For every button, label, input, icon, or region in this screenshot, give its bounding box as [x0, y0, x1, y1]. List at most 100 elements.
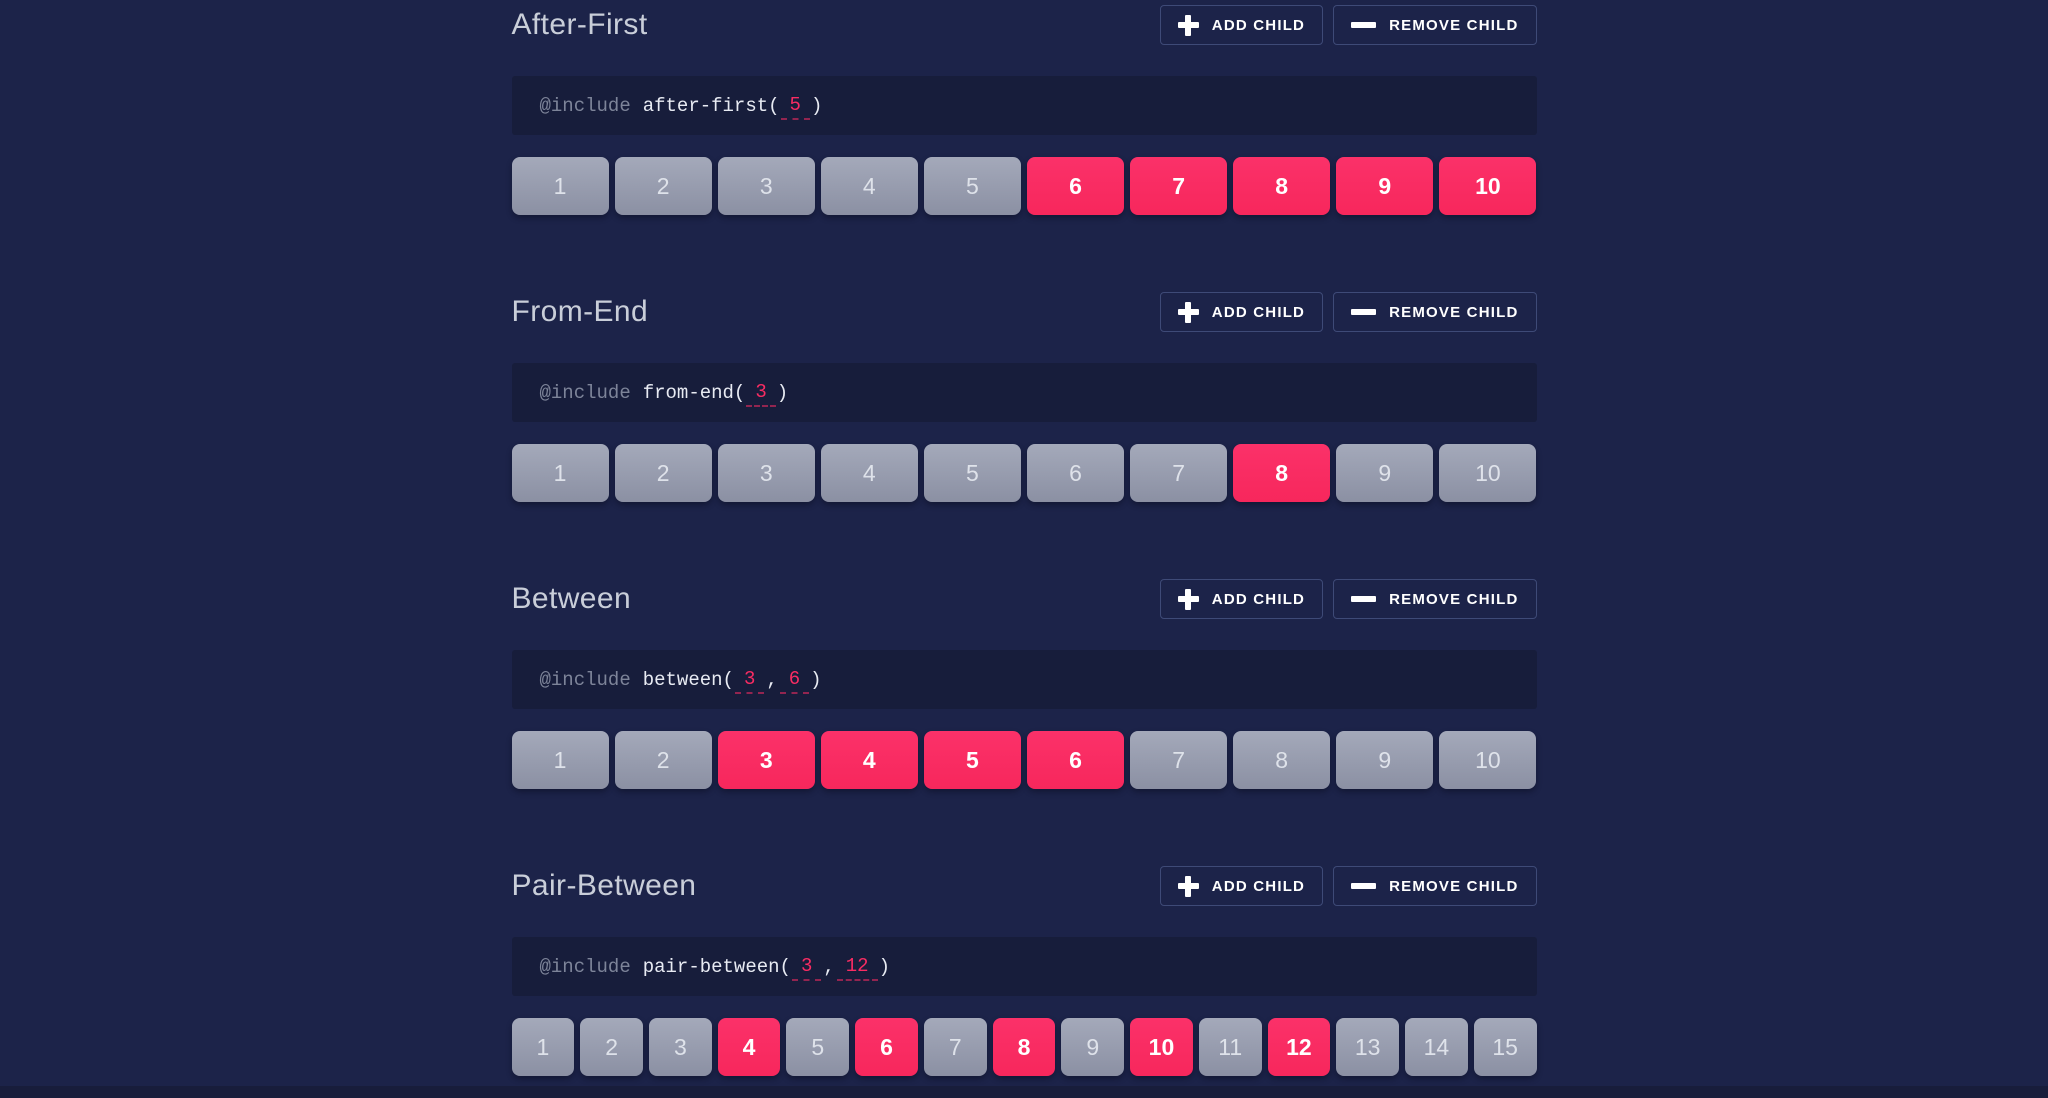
child-box: 9 [1336, 731, 1434, 789]
minus-icon [1351, 883, 1377, 889]
section-between: Between ADD CHILD REMOVE CHILD @include b… [511, 578, 1537, 789]
code-function: between( [642, 668, 734, 691]
child-box: 2 [580, 1018, 643, 1076]
child-box: 6 [1026, 444, 1125, 502]
section-title: After-First [511, 8, 648, 41]
add-child-label: ADD CHILD [1211, 877, 1306, 895]
section-header: From-End ADD CHILD REMOVE CHILD [512, 291, 1537, 333]
child-box: 3 [717, 444, 815, 502]
child-box: 2 [614, 157, 712, 215]
add-child-button[interactable]: ADD CHILD [1159, 579, 1324, 619]
child-box: 1 [511, 731, 609, 789]
child-box: 6 [855, 1018, 918, 1076]
child-box: 2 [614, 444, 712, 502]
child-box: 12 [1267, 1018, 1331, 1076]
child-box: 4 [820, 157, 918, 215]
minus-icon [1351, 596, 1377, 602]
child-box: 10 [1439, 157, 1537, 215]
code-function: after-first( [642, 94, 780, 117]
code-keyword: @include [539, 381, 631, 404]
box-row: 1 2 3 4 5 6 7 8 9 10 [511, 444, 1537, 502]
child-box: 7 [1130, 444, 1228, 502]
remove-child-button[interactable]: REMOVE CHILD [1333, 292, 1537, 332]
code-close-paren: ) [776, 381, 789, 404]
child-box: 5 [786, 1018, 850, 1076]
child-box: 8 [1233, 157, 1331, 215]
child-box: 3 [648, 1018, 712, 1076]
add-child-label: ADD CHILD [1211, 303, 1306, 321]
child-box: 4 [820, 444, 918, 502]
remove-child-button[interactable]: REMOVE CHILD [1333, 5, 1537, 45]
child-box: 10 [1439, 444, 1537, 502]
plus-icon [1177, 14, 1199, 36]
code-keyword: @include [539, 668, 631, 691]
bottom-band [0, 1086, 2048, 1098]
remove-child-button[interactable]: REMOVE CHILD [1333, 866, 1537, 906]
code-arg-input[interactable]: 3 [791, 953, 822, 981]
code-arg-input[interactable]: 3 [734, 666, 765, 694]
section-header: Pair-Between ADD CHILD REMOVE CHILD [512, 865, 1537, 907]
code-arg-input[interactable]: 6 [779, 666, 810, 694]
code-keyword: @include [539, 94, 631, 117]
remove-child-label: REMOVE CHILD [1389, 877, 1519, 895]
child-box: 3 [717, 157, 815, 215]
section-from-end: From-End ADD CHILD REMOVE CHILD @include… [511, 291, 1537, 502]
add-child-button[interactable]: ADD CHILD [1159, 292, 1324, 332]
add-child-label: ADD CHILD [1211, 16, 1306, 34]
child-box: 14 [1405, 1018, 1468, 1076]
code-comma: , [766, 668, 778, 691]
minus-icon [1351, 309, 1377, 315]
section-controls: ADD CHILD REMOVE CHILD [1159, 5, 1537, 45]
child-box: 9 [1336, 444, 1434, 502]
section-pair-between: Pair-Between ADD CHILD REMOVE CHILD @inc… [511, 865, 1537, 1076]
child-box: 9 [1336, 157, 1434, 215]
code-arg-input[interactable]: 12 [836, 953, 878, 981]
section-title: Between [511, 582, 632, 615]
box-row: 1 2 3 4 5 6 7 8 9 10 11 12 13 14 15 [511, 1018, 1537, 1076]
child-box: 7 [1130, 157, 1228, 215]
code-keyword: @include [539, 955, 631, 978]
child-box: 15 [1473, 1018, 1537, 1076]
box-row: 1 2 3 4 5 6 7 8 9 10 [511, 731, 1537, 789]
child-box: 7 [923, 1018, 987, 1076]
section-header: Between ADD CHILD REMOVE CHILD [512, 578, 1537, 620]
child-box: 6 [1026, 731, 1125, 789]
remove-child-label: REMOVE CHILD [1389, 16, 1519, 34]
code-close-paren: ) [810, 668, 822, 691]
plus-icon [1177, 875, 1199, 897]
child-box: 2 [614, 731, 712, 789]
section-controls: ADD CHILD REMOVE CHILD [1159, 292, 1537, 332]
code-arg-input[interactable]: 3 [746, 379, 776, 407]
child-box: 8 [992, 1018, 1056, 1076]
section-title: From-End [511, 295, 649, 328]
child-box: 13 [1336, 1018, 1400, 1076]
remove-child-button[interactable]: REMOVE CHILD [1333, 579, 1537, 619]
child-box: 1 [511, 157, 609, 215]
add-child-button[interactable]: ADD CHILD [1159, 5, 1324, 45]
section-after-first: After-First ADD CHILD REMOVE CHILD @incl… [511, 4, 1537, 215]
plus-icon [1177, 301, 1199, 323]
box-row: 1 2 3 4 5 6 7 8 9 10 [511, 157, 1537, 215]
child-box: 4 [820, 731, 918, 789]
minus-icon [1351, 22, 1377, 28]
code-close-paren: ) [878, 955, 890, 978]
child-box: 10 [1439, 731, 1537, 789]
child-box: 5 [923, 157, 1021, 215]
add-child-button[interactable]: ADD CHILD [1159, 866, 1324, 906]
child-box: 5 [923, 444, 1021, 502]
code-close-paren: ) [810, 94, 823, 117]
code-function: from-end( [642, 381, 746, 404]
add-child-label: ADD CHILD [1211, 590, 1306, 608]
section-controls: ADD CHILD REMOVE CHILD [1159, 866, 1537, 906]
child-box: 1 [511, 1018, 575, 1076]
child-box: 3 [717, 731, 815, 789]
child-box: 9 [1061, 1018, 1125, 1076]
child-box: 8 [1233, 731, 1331, 789]
remove-child-label: REMOVE CHILD [1389, 303, 1519, 321]
code-arg-input[interactable]: 5 [780, 92, 810, 120]
code-function: pair-between( [642, 955, 791, 978]
child-box: 7 [1130, 731, 1228, 789]
section-controls: ADD CHILD REMOVE CHILD [1159, 579, 1537, 619]
child-box: 4 [717, 1018, 781, 1076]
remove-child-label: REMOVE CHILD [1389, 590, 1519, 608]
